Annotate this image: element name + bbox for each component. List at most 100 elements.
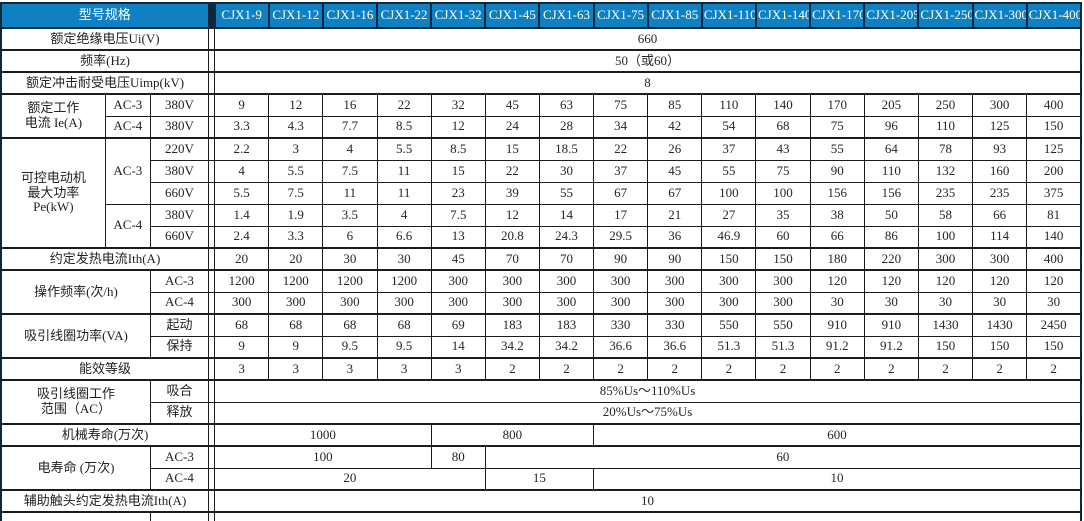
row-coil-power-hold: 保持 9 9 9.5 9.5 14 34.2 34.2 36.6 36.6 51.3 51.3 91.… xyxy=(1,335,1082,359)
spec-cell: 7.5 xyxy=(268,181,324,205)
model-header-cell: CJX1-9 xyxy=(213,2,270,29)
spec-cell: 11 xyxy=(322,181,378,205)
spec-cell: 2 xyxy=(972,357,1028,381)
spec-cell: 300 xyxy=(593,291,649,315)
model-header-cell: CJX1-400 xyxy=(1025,2,1083,29)
row-aux-thermal-current: 辅助触头约定发热电流Ith(A) 10 xyxy=(0,489,1082,513)
row-motor-power-ac4-380: AC-4 380V 1.4 1.9 3.5 4 7.5 12 14 17 21 27 35 38 50 5… xyxy=(1,203,1082,249)
spec-cell: 11 xyxy=(376,159,432,183)
model-header-cell: CJX1-16 xyxy=(321,2,379,29)
spec-cell: 140 xyxy=(1026,225,1082,249)
spec-cell: 34.2 xyxy=(484,335,540,359)
row-label xyxy=(0,511,151,521)
voltage-label: 660V xyxy=(149,225,210,249)
spec-cell: 4 xyxy=(376,203,432,227)
spec-cell: 51.3 xyxy=(755,335,811,359)
spec-cell: 150 xyxy=(1026,115,1082,139)
spec-cell: 37 xyxy=(593,159,649,183)
category-label: AC-3 xyxy=(149,445,210,469)
spec-cell: 3 xyxy=(214,357,270,381)
spec-cell: 13 xyxy=(430,225,486,249)
category-label: 吸合 xyxy=(149,379,210,403)
spec-cell: 42 xyxy=(647,115,703,139)
spec-cell: 36 xyxy=(647,225,703,249)
spec-cell: 35 xyxy=(755,203,811,227)
category-label: 保持 xyxy=(149,335,210,359)
spec-cell: 5.5 xyxy=(268,159,324,183)
spec-cell: 300 xyxy=(484,291,540,315)
model-header-cell: CJX1-12 xyxy=(267,2,324,29)
spec-cell: 1.4 xyxy=(214,203,270,227)
spec-cell: 23 xyxy=(430,181,486,205)
spec-cell: 22 xyxy=(484,159,540,183)
spec-cell: 67 xyxy=(593,181,649,205)
spec-cell: 9 xyxy=(214,93,270,117)
spec-cell: 2 xyxy=(809,357,865,381)
spec-cell: 70 xyxy=(484,247,540,271)
spec-cell: 51.3 xyxy=(701,335,757,359)
spec-cell: 20 xyxy=(214,247,270,271)
row-coil-power-start: 吸引线圈功率(VA) 起动 68 68 68 68 69 183 183 330 330 550 5… xyxy=(0,313,1082,359)
spec-cell: 170 xyxy=(809,93,865,117)
spec-cell: 235 xyxy=(972,181,1028,205)
spec-cell: 30 xyxy=(538,159,595,183)
spec-cell: 66 xyxy=(972,203,1028,227)
spec-cell: 96 xyxy=(863,115,919,139)
spec-cell: 5.5 xyxy=(214,181,270,205)
spec-cell: 800 xyxy=(430,423,595,447)
model-header-cell: CJX1-45 xyxy=(484,2,541,29)
spec-cell: 2450 xyxy=(1026,313,1082,337)
spec-cell: 45 xyxy=(647,159,703,183)
spec-cell: 330 xyxy=(647,313,703,337)
spec-cell: 1430 xyxy=(972,313,1028,337)
spec-cell: 12 xyxy=(430,115,486,139)
model-header-cell: CJX1-205 xyxy=(863,2,920,29)
spec-cell: 300 xyxy=(755,291,811,315)
spec-cell: 55 xyxy=(701,159,757,183)
spec-cell: 2 xyxy=(917,357,974,381)
spec-cell: 120 xyxy=(809,269,865,293)
voltage-label: 380V xyxy=(149,203,210,227)
row-cutoff-partial xyxy=(0,511,1082,521)
row-label: 额定冲击耐受电压Uimp(kV) xyxy=(0,71,210,95)
row-rated-current-ac3: 额定工作 电流 Ie(A) AC-3 380V 9 12 16 22 32 45 63 75 8… xyxy=(0,93,1082,139)
spec-cell: 300 xyxy=(214,291,270,315)
spec-cell: 58 xyxy=(917,203,974,227)
model-header-cell: CJX1-300 xyxy=(971,2,1028,29)
spec-cell: 30 xyxy=(972,291,1028,315)
spec-cell: 183 xyxy=(538,313,595,337)
spec-cell: 250 xyxy=(917,93,974,117)
row-label: 约定发热电流Ith(A) xyxy=(0,247,210,271)
spec-cell: 550 xyxy=(701,313,757,337)
spec-cell: 100 xyxy=(917,225,974,249)
spec-cell: 8.5 xyxy=(430,137,486,161)
group-label-electrical-life: 电寿命 (万次) xyxy=(0,445,151,491)
row-impulse-voltage: 额定冲击耐受电压Uimp(kV) 8 xyxy=(0,71,1082,95)
row-op-frequency-ac3: 操作频率(次/h) AC-3 1200 1200 1200 1200 300 300 300… xyxy=(0,269,1082,315)
spec-value: 8 xyxy=(214,71,1082,95)
spec-cell: 300 xyxy=(538,291,595,315)
spec-cell: 30 xyxy=(1026,291,1082,315)
spec-cell: 300 xyxy=(701,269,757,293)
spec-cell: 300 xyxy=(376,291,432,315)
spec-header-cell: 型号规格 xyxy=(0,2,210,29)
spec-cell: 70 xyxy=(538,247,595,271)
spec-cell: 21 xyxy=(647,203,703,227)
row-label: 能效等级 xyxy=(0,357,210,381)
row-motor-power-ac4-660: 660V 2.4 3.3 6 6.6 13 20.8 24.3 29.5 36 46.9 60 66 8… xyxy=(1,225,1082,249)
spec-value xyxy=(214,511,1082,521)
spec-cell: 100 xyxy=(755,181,811,205)
spec-cell: 46.9 xyxy=(701,225,757,249)
model-header-cell: CJX1-140 xyxy=(754,2,812,29)
spec-cell: 300 xyxy=(917,247,974,271)
category-label: 起动 xyxy=(149,313,210,337)
category-label: AC-4 xyxy=(149,467,210,491)
spec-cell: 150 xyxy=(917,335,974,359)
spec-cell: 75 xyxy=(809,115,865,139)
spec-cell: 78 xyxy=(917,137,974,161)
spec-cell: 10 xyxy=(593,467,1082,491)
spec-cell: 4.3 xyxy=(268,115,324,139)
spec-cell: 180 xyxy=(809,247,865,271)
spec-cell: 120 xyxy=(1026,269,1082,293)
spec-cell: 75 xyxy=(593,93,649,117)
